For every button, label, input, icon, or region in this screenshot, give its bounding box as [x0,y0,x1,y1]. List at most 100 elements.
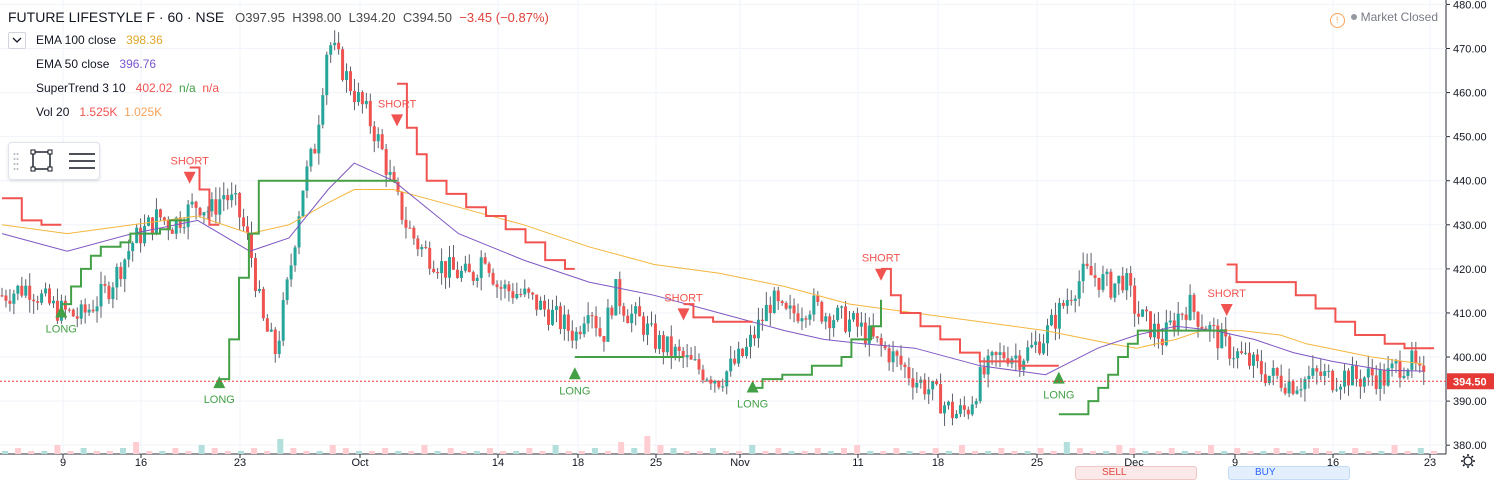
candle-body [1375,375,1378,389]
sell-button[interactable]: SELL [1075,466,1197,480]
volume-bar [933,448,939,454]
candle-body [357,92,360,102]
volume-bar [539,451,545,454]
legend-ema50[interactable]: EMA 50 close 396.76 [36,57,156,71]
volume-bar [1405,451,1411,454]
price-tick-label: 450.00 [1453,132,1487,144]
buy-label: BUY [1255,467,1276,478]
candle-body [1058,303,1061,329]
candle-body [773,291,776,313]
candle-body [80,304,83,318]
candle-body [820,302,823,322]
candle-body [658,335,661,349]
candle-body [1117,276,1120,284]
candle-body [1363,378,1366,387]
candle-body [551,310,554,325]
rectangle-tool-icon[interactable] [29,148,55,174]
candle-body [1379,370,1382,389]
price-tick-label: 460.00 [1453,88,1487,100]
candle-body [955,414,958,418]
candle-body [511,291,514,298]
candle-body [599,328,602,336]
candle-body [286,279,289,300]
candle-body [484,257,487,263]
candle-body [1014,355,1017,358]
candle-body [694,359,697,360]
volume-bar [1365,451,1371,454]
candle-body [147,217,150,226]
candle-body [931,381,934,389]
price-tick-label: 470.00 [1453,43,1487,55]
candle-body [313,149,316,154]
candle-body [1173,320,1176,329]
candle-body [507,284,510,291]
candle-body [1193,295,1196,312]
candle-body [1098,278,1101,290]
candle-body [218,199,221,214]
candle-body [618,279,621,306]
candle-body [40,293,43,302]
candle-body [567,314,570,330]
candle-body [1327,371,1330,372]
candle-body [24,286,27,296]
warning-icon: ! [1330,13,1345,28]
short-signal-marker [1221,304,1233,316]
volume-bar [1208,445,1214,454]
candle-body [1315,368,1318,371]
volume-bar [461,451,467,454]
candle-body [543,301,546,310]
candle-body [1177,314,1180,330]
candle-body [266,318,269,331]
candle-body [1319,372,1322,376]
candle-body [187,204,190,227]
candle-body [836,308,839,320]
candle-body [674,347,677,356]
candle-body [686,355,689,357]
candle-body [587,315,590,323]
market-status[interactable]: ! Market Closed [1330,10,1438,28]
legend-ema100[interactable]: EMA 100 close 398.36 [36,33,163,47]
candle-body [1137,314,1140,317]
candle-body [333,43,336,45]
candle-body [127,251,130,259]
candle-body [270,330,273,332]
candle-body [1050,315,1053,325]
candle-body [1200,327,1203,329]
candle-body [1288,381,1291,393]
candle-body [210,199,213,211]
long-signal-marker [569,367,581,379]
candle-body [1359,379,1362,387]
candle-body [1054,315,1057,329]
supertrend-short-line [881,269,1059,366]
buy-button[interactable]: BUY [1228,466,1350,480]
legend-volume[interactable]: Vol 20 1.525K 1.025K [36,105,162,119]
candle-body [729,359,732,372]
collapse-legend-button[interactable] [8,32,26,49]
candle-body [911,378,914,387]
candle-body [16,286,19,294]
symbol-title[interactable]: FUTURE LIFESTYLE F · 60 · NSE [8,9,224,25]
candle-body [195,202,198,208]
candle-body [995,352,998,355]
candle-body [503,284,506,288]
chevron-down-icon [12,37,22,44]
candle-body [64,301,67,310]
legend-supertrend[interactable]: SuperTrend 3 10 402.02 n/a n/a [36,81,219,95]
candle-body [519,294,522,295]
candle-body [959,405,962,414]
volume-bar [1300,451,1306,454]
candle-body [317,125,320,154]
candle-body [614,279,617,315]
candle-body [1347,371,1350,386]
candle-body [1402,376,1405,378]
candle-body [1002,352,1005,358]
candle-body [476,278,479,281]
candle-body [951,402,954,418]
drag-handle-icon[interactable] [13,152,19,170]
short-signal-label: SHORT [862,253,901,265]
volume-bar [330,445,336,454]
line-settings-icon[interactable] [67,148,97,174]
candle-body [789,305,792,308]
candle-body [939,384,942,413]
